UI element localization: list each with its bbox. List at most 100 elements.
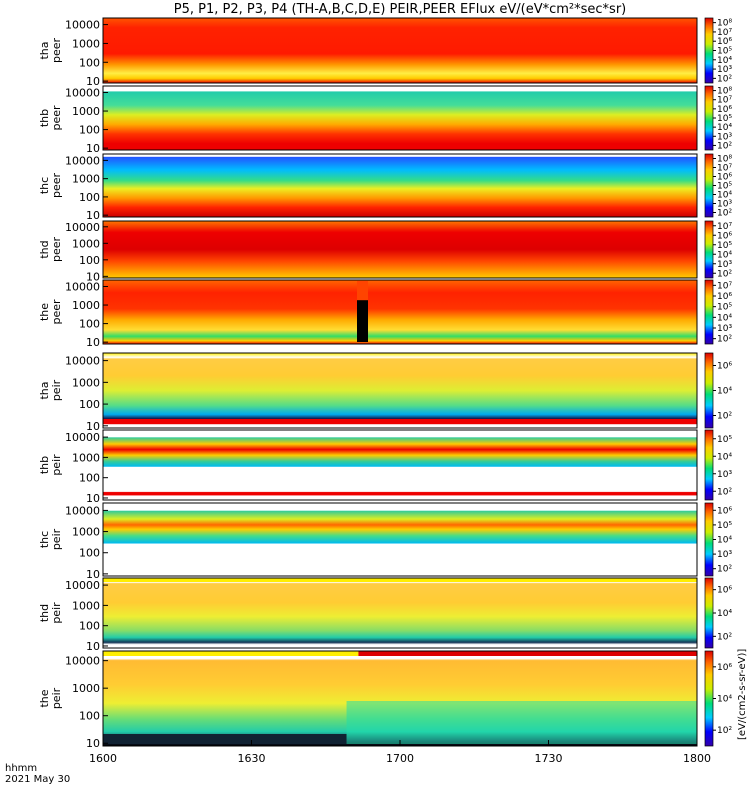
y-tick-label: 1000 [72, 682, 100, 695]
y-tick-label: 10000 [65, 355, 100, 368]
panel-the-peir: 10 100 1000 10000 the peir 10² 10⁴ 10⁶ [38, 650, 732, 750]
panel-frame [102, 17, 698, 84]
panel-species-label: peer [50, 38, 63, 64]
panel-image [103, 154, 697, 217]
x-tick-label: 1800 [683, 752, 711, 765]
panel-image [103, 280, 697, 344]
panel-image [103, 221, 697, 278]
colorbar-tick-label: 10⁶ [717, 506, 732, 516]
colorbar-scale [704, 153, 714, 218]
y-tick-label: 10000 [65, 19, 100, 32]
colorbar-tick-label: 10⁷ [717, 222, 732, 232]
y-tick-label: 100 [79, 191, 100, 204]
panel-species-label: peer [50, 105, 63, 131]
x-tick-label: 1600 [89, 752, 117, 765]
colorbar-scale [704, 85, 714, 151]
y-tick-label: 100 [79, 56, 100, 69]
colorbar-tick-label: 10⁴ [717, 250, 732, 260]
panel-image [103, 578, 697, 648]
panel-species-label: peir [50, 602, 63, 624]
panel-species-label: peer [50, 173, 63, 199]
colorbar-tick-label: 10⁵ [717, 241, 732, 251]
y-tick-label: 10 [86, 492, 100, 505]
colorbar-tick-label: 10⁶ [717, 173, 732, 183]
colorbar-tick-label: 10⁴ [717, 695, 732, 705]
y-tick-label: 1000 [72, 526, 100, 539]
y-tick-label: 100 [79, 398, 100, 411]
colorbar-tick-label: 10² [717, 141, 732, 151]
colorbar-tick-label: 10² [717, 74, 732, 84]
colorbar-tick-label: 10² [717, 335, 732, 345]
colorbar-tick-label: 10² [717, 412, 732, 422]
panel-frame [102, 577, 698, 649]
y-tick-label: 10000 [65, 504, 100, 517]
panel-image [103, 18, 697, 83]
colorbar-tick-label: 10⁵ [717, 182, 732, 192]
colorbar: 10² 10³ 10⁴ 10⁵ 10⁶ [704, 502, 732, 577]
y-tick-label: 10000 [65, 579, 100, 592]
colorbar-tick-label: 10² [717, 487, 732, 497]
y-tick-label: 10 [86, 209, 100, 222]
colorbar-tick-label: 10⁵ [717, 303, 732, 313]
panel-probe-label: thb [38, 109, 51, 127]
y-tick-label: 10000 [65, 154, 100, 167]
panel-species-label: peer [50, 299, 63, 325]
colorbar-tick-label: 10⁴ [717, 123, 732, 133]
colorbar-tick-label: 10⁶ [717, 663, 732, 673]
y-tick-label: 1000 [72, 237, 100, 250]
y-tick-label: 10 [86, 737, 100, 750]
x-label-date: 2021 May 30 [5, 774, 70, 785]
colorbar-tick-label: 10³ [717, 550, 732, 560]
colorbar-tick-label: 10⁴ [717, 387, 732, 397]
colorbar-tick-label: 10⁸ [717, 155, 732, 165]
y-tick-label: 1000 [72, 37, 100, 50]
panel-frame [102, 279, 698, 345]
colorbar-scale [704, 352, 714, 429]
panel-probe-label: thc [38, 177, 51, 194]
y-tick-label: 10 [86, 568, 100, 581]
data-gap [357, 281, 368, 342]
panel-thd-peir: 10 100 1000 10000 thd peir 10² 10⁴ 10⁶ [38, 577, 732, 653]
panel-probe-label: tha [38, 381, 51, 399]
panel-probe-label: thc [38, 531, 51, 548]
colorbar-tick-label: 10² [717, 565, 732, 575]
y-tick-label: 10000 [65, 431, 100, 444]
panel-frame [102, 153, 698, 218]
colorbar-tick-label: 10⁴ [717, 313, 732, 323]
y-tick-label: 10 [86, 336, 100, 349]
panel-image [103, 430, 697, 500]
panel-tha-peir: 10 100 1000 10000 tha peir 10² 10⁴ 10⁶ [38, 352, 732, 433]
colorbar-tick-label: 10³ [717, 132, 732, 142]
colorbar: 10² 10⁴ 10⁶ [704, 577, 732, 649]
panel-thb-peir: 10 100 1000 10000 thb peir 10² 10³ 10⁴ 10⁵ [38, 429, 732, 505]
panel-probe-label: the [38, 689, 51, 707]
colorbar-tick-label: 10⁵ [717, 114, 732, 124]
y-tick-label: 1000 [72, 451, 100, 464]
colorbar-tick-label: 10³ [717, 65, 732, 75]
y-tick-label: 10 [86, 75, 100, 88]
y-tick-label: 10000 [65, 655, 100, 668]
panel-probe-label: tha [38, 41, 51, 59]
status-bar [103, 419, 697, 424]
panel-frame [102, 85, 698, 151]
panel-thb-peer: 10 100 1000 10000 thb peer 10²10³10⁴10⁵10⁶10⁷1… [38, 85, 732, 155]
colorbar-tick-label: 10⁷ [717, 281, 732, 291]
y-tick-label: 10000 [65, 280, 100, 293]
colorbar-tick-label: 10⁴ [717, 191, 732, 201]
colorbar-tick-label: 10⁶ [717, 362, 732, 372]
status-bar-left [103, 651, 359, 656]
panel-species-label: peir [50, 687, 63, 709]
colorbar-tick-label: 10⁷ [717, 96, 732, 106]
panel-probe-label: thd [38, 240, 51, 258]
panel-tha-peer: 10 100 1000 10000 tha peer 10²10³10⁴10⁵10⁶10⁷1… [38, 17, 732, 88]
panel-probe-label: the [38, 303, 51, 321]
y-tick-label: 1000 [72, 376, 100, 389]
colorbar-tick-label: 10⁷ [717, 28, 732, 38]
colorbar-tick-label: 10³ [717, 260, 732, 270]
